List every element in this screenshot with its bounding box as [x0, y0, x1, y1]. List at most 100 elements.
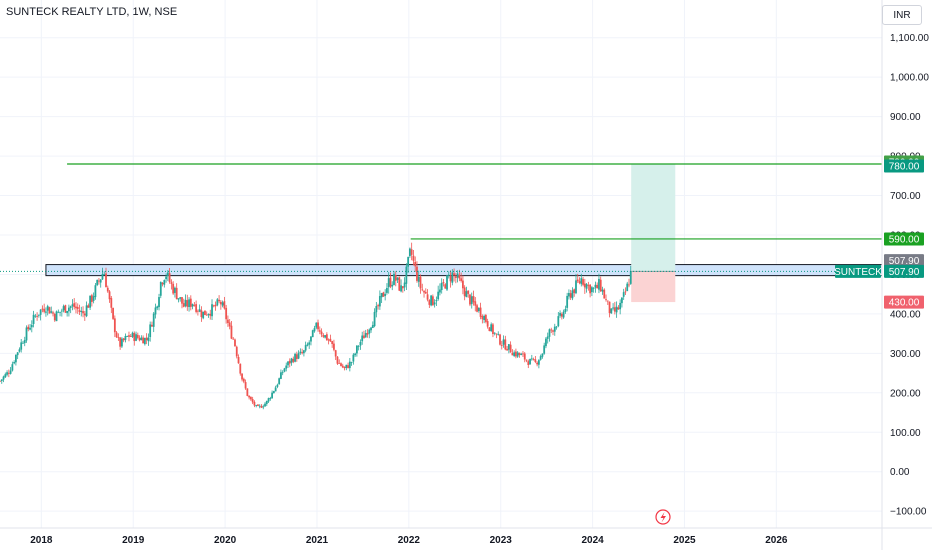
candle-body: [454, 276, 457, 278]
candle-body: [578, 281, 581, 283]
candle-body: [6, 372, 8, 375]
candle-body: [287, 361, 289, 366]
long-position-tool[interactable]: [631, 163, 676, 303]
candle-body: [159, 281, 162, 296]
candle-body: [168, 273, 171, 283]
candle-body: [262, 406, 265, 408]
candle-body: [621, 297, 623, 304]
candle-body: [550, 329, 553, 331]
candle-body: [152, 313, 155, 327]
candle-body: [39, 309, 42, 315]
candle-body: [124, 335, 127, 340]
candle-body: [189, 298, 192, 307]
candle-body: [364, 333, 367, 338]
candle-body: [596, 284, 599, 289]
candle-body: [589, 284, 592, 294]
candle-body: [599, 279, 602, 292]
candle-body: [416, 266, 418, 281]
candle-body: [50, 311, 53, 313]
candle-body: [396, 277, 399, 280]
x-tick-label: 2019: [122, 535, 145, 546]
candle-body: [11, 364, 14, 371]
candle-body: [25, 327, 28, 341]
events-layer[interactable]: [655, 509, 671, 525]
candle-body: [297, 353, 300, 359]
candle-body: [110, 298, 113, 308]
candle-body: [30, 324, 33, 328]
price-badge: [884, 254, 924, 268]
candle-body: [85, 305, 88, 317]
candle-body: [331, 341, 334, 344]
candle-body: [235, 346, 238, 357]
x-tick-label: 2020: [214, 535, 237, 546]
candle-body: [573, 289, 576, 294]
candle-body: [447, 274, 450, 276]
currency-selector[interactable]: INR: [882, 5, 922, 25]
candle-body: [504, 339, 507, 350]
candle-body: [580, 278, 583, 285]
candle-body: [193, 305, 196, 306]
x-tick-label: 2018: [30, 535, 53, 546]
y-tick-label: −100.00: [890, 507, 927, 518]
candle-body: [219, 301, 222, 305]
candle-body: [76, 306, 79, 310]
candle-body: [43, 308, 46, 312]
candle-body: [462, 280, 464, 289]
candle-body: [520, 353, 523, 356]
candle-body: [283, 368, 286, 372]
candle-body: [608, 301, 611, 314]
candle-body: [251, 399, 254, 403]
candle-body: [96, 279, 99, 286]
candle-body: [424, 291, 427, 294]
horizontal-lines[interactable]: [67, 163, 882, 240]
chart-grid: [0, 0, 882, 528]
candle-body: [225, 307, 228, 320]
candle-body: [32, 314, 35, 324]
candle-body: [158, 297, 160, 308]
candle-body: [188, 299, 190, 308]
candle-body: [87, 305, 90, 308]
candle-body: [29, 327, 31, 330]
target-zone[interactable]: [631, 163, 676, 272]
candle-body: [590, 287, 593, 293]
candle-body: [555, 326, 558, 328]
candle-body: [465, 291, 468, 298]
candle-body: [560, 313, 563, 317]
candle-body: [204, 310, 206, 315]
candle-body: [122, 338, 125, 341]
candle-body: [566, 295, 569, 308]
candle-body: [285, 365, 288, 369]
candle-body: [467, 290, 470, 294]
candle-body: [628, 284, 630, 286]
candle-body: [99, 279, 102, 283]
x-tick-label: 2022: [398, 535, 421, 546]
candle-body: [237, 357, 240, 364]
candle-body: [82, 311, 84, 314]
stop-zone[interactable]: [631, 271, 676, 303]
candle-body: [105, 273, 107, 288]
candle-body: [265, 400, 268, 405]
time-axis[interactable]: 2018 2019 2020 2021 2022 2023 2024 2025 2026: [0, 527, 932, 546]
candle-body: [126, 336, 129, 337]
candle-body: [119, 337, 122, 347]
candle-body: [601, 289, 604, 292]
candle-body: [345, 364, 348, 368]
candle-body: [271, 392, 273, 398]
candle-body: [255, 405, 258, 406]
candle-body: [484, 314, 487, 322]
candle-body: [476, 305, 478, 312]
candle-body: [545, 338, 547, 347]
candle-body: [186, 300, 189, 307]
candle-body: [587, 285, 590, 287]
candle-body: [564, 308, 567, 312]
last-price-badge-label: 507.90: [889, 267, 920, 278]
candle-body: [302, 350, 305, 354]
candle-body: [515, 351, 517, 357]
candle-body: [20, 342, 23, 350]
candle-body: [325, 334, 328, 341]
candle-body: [583, 283, 586, 288]
candle-body: [423, 291, 425, 293]
x-tick-label: 2024: [581, 535, 604, 546]
candle-body: [228, 322, 231, 327]
